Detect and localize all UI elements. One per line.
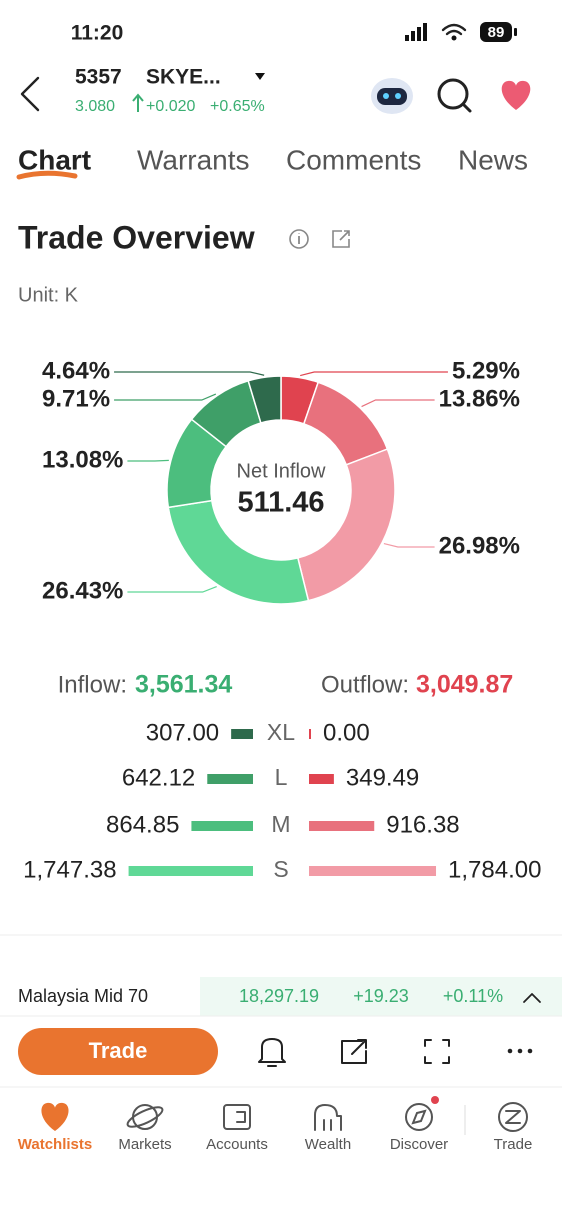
inflow-value: 1,747.38 (23, 856, 116, 883)
leader-line (127, 585, 217, 593)
outflow-bar (309, 774, 334, 784)
up-arrow (132, 93, 144, 112)
size-label: S (273, 856, 288, 882)
outflow-bar (309, 729, 311, 739)
nav-label[interactable]: Markets (118, 1136, 171, 1153)
change-pct: +0.65% (210, 98, 265, 115)
slice-label: 13.86% (439, 385, 520, 412)
slice-label: 5.29% (452, 357, 520, 384)
tab[interactable]: Comments (286, 144, 421, 175)
signal (405, 23, 427, 41)
expand[interactable] (523, 993, 541, 1003)
inflow-bar (207, 774, 253, 784)
trade-button[interactable] (18, 1028, 218, 1075)
index-change-pct: +0.11% (443, 986, 503, 1006)
donut-slice (247, 375, 282, 424)
slice-label: 13.08% (42, 446, 123, 473)
nav-icon[interactable] (41, 1102, 69, 1131)
battery-level: 89 (488, 24, 505, 41)
tab[interactable]: News (458, 144, 528, 175)
donut-slice (302, 381, 389, 466)
assistant[interactable] (371, 78, 413, 114)
leader-line (383, 543, 435, 548)
inflow-value: 642.12 (122, 764, 195, 791)
tab[interactable]: Chart (18, 144, 91, 175)
share[interactable] (341, 1039, 367, 1064)
leader-line (300, 371, 448, 377)
nav-label[interactable]: Discover (390, 1136, 448, 1153)
size-label: XL (267, 719, 295, 745)
inflow-label: Inflow: (58, 671, 127, 698)
inflow-value: 864.85 (106, 811, 179, 838)
leader-line (127, 459, 169, 462)
leader-line (361, 399, 435, 408)
wifi (441, 23, 467, 36)
inflow-bar (231, 729, 253, 739)
index-bar-tint (200, 977, 562, 1016)
change: +0.020 (146, 98, 195, 115)
nav-icon[interactable] (223, 1104, 251, 1130)
battery-tip (514, 28, 517, 36)
nav-icon[interactable] (314, 1104, 342, 1131)
nav-icon[interactable] (405, 1096, 439, 1131)
slice-label: 26.98% (439, 532, 520, 559)
wifi-dot (451, 35, 457, 41)
slice-label: 4.64% (42, 357, 110, 384)
outflow-value: 349.49 (346, 764, 419, 791)
ticker[interactable]: 5357 (75, 66, 122, 89)
outflow-bar (309, 821, 375, 831)
inflow-value: 307.00 (146, 719, 219, 746)
nav-label[interactable]: Accounts (206, 1136, 268, 1153)
tab[interactable]: Warrants (137, 144, 250, 175)
index-change: +19.23 (353, 986, 409, 1006)
stock-name[interactable]: SKYE... (146, 66, 221, 89)
nav-icon[interactable] (125, 1104, 165, 1131)
leader-line (114, 371, 265, 376)
back[interactable] (20, 76, 40, 112)
unit: Unit: K (18, 284, 79, 306)
nav-icon[interactable] (498, 1102, 528, 1132)
index-value: 18,297.19 (239, 986, 319, 1006)
slice-label: 9.71% (42, 385, 110, 412)
outflow-value: 1,784.00 (448, 856, 541, 883)
nav-label[interactable]: Wealth (305, 1136, 351, 1153)
dropdown[interactable] (255, 73, 265, 80)
outflow-label: Outflow: (321, 671, 409, 698)
outflow-bar (309, 866, 437, 876)
section-title: Trade Overview (18, 219, 255, 255)
nav-label[interactable]: Trade (494, 1136, 533, 1153)
inflow-total: 3,561.34 (135, 671, 232, 699)
inflow-bar (191, 821, 253, 831)
search[interactable] (437, 78, 472, 113)
share-icon[interactable] (332, 230, 350, 248)
fullscreen[interactable] (424, 1039, 450, 1064)
donut-slice (167, 499, 310, 605)
price: 3.080 (75, 98, 115, 115)
outflow-total: 3,049.87 (416, 671, 513, 699)
trade-button-label[interactable]: Trade (89, 1038, 148, 1063)
slice-label: 26.43% (42, 577, 123, 604)
alert[interactable] (258, 1038, 286, 1067)
inflow-bar (128, 866, 253, 876)
time: 11:20 (71, 22, 124, 45)
tab-indicator (16, 170, 78, 180)
favorite[interactable] (501, 80, 531, 110)
center-value: 511.46 (237, 487, 324, 519)
center-label: Net Inflow (237, 460, 326, 482)
nav-label[interactable]: Watchlists (18, 1136, 92, 1153)
outflow-value: 0.00 (323, 719, 370, 746)
outflow-value: 916.38 (386, 811, 459, 838)
size-label: L (275, 764, 288, 790)
info-icon[interactable] (289, 229, 309, 249)
battery (480, 22, 512, 42)
more[interactable] (507, 1048, 533, 1054)
index-name: Malaysia Mid 70 (18, 986, 148, 1006)
size-label: M (271, 811, 290, 837)
leader-line (114, 393, 217, 401)
